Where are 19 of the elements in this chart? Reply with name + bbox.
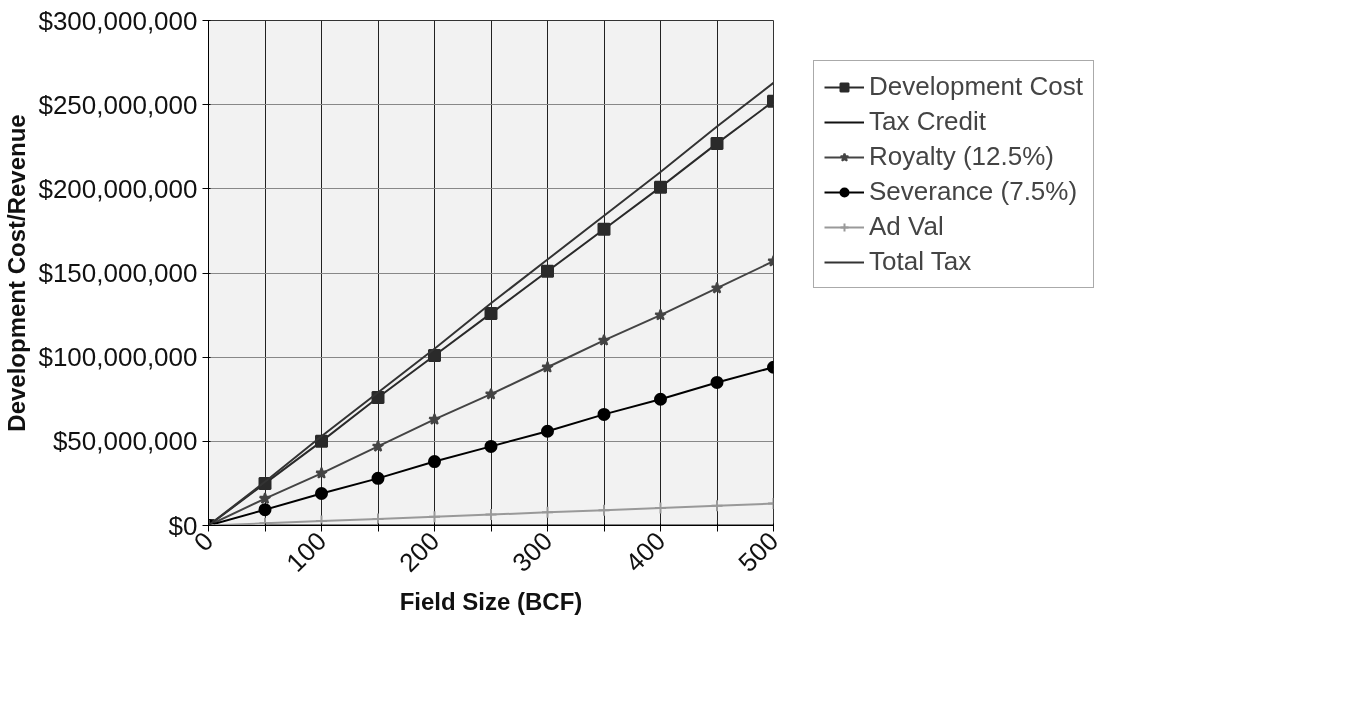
x-tick-label: 400	[619, 525, 672, 578]
legend-label: Royalty (12.5%)	[869, 141, 1054, 172]
legend-label: Total Tax	[869, 246, 972, 277]
legend-label: Severance (7.5%)	[869, 176, 1078, 207]
x-axis-title: Field Size (BCF)	[399, 587, 583, 615]
y-axis-title: Development Cost/Revenue	[3, 114, 31, 432]
x-tick-label: 500	[732, 525, 785, 578]
y-tick-label: $100,000,000	[38, 342, 198, 373]
x-tick-label: 200	[393, 525, 446, 578]
y-tick-label: $200,000,000	[38, 173, 198, 204]
y-tick-label: $150,000,000	[38, 258, 198, 288]
x-tick-label: 100	[280, 525, 333, 578]
y-tick-label: $300,000,000	[38, 5, 198, 36]
y-tick-label: $250,000,000	[38, 89, 198, 120]
legend-label: Development Cost	[869, 71, 1083, 102]
legend-label: Ad Val	[869, 211, 944, 242]
legend-label: Tax Credit	[869, 106, 987, 137]
x-tick-label: 300	[506, 525, 559, 578]
y-tick-label: $50,000,000	[52, 426, 198, 457]
